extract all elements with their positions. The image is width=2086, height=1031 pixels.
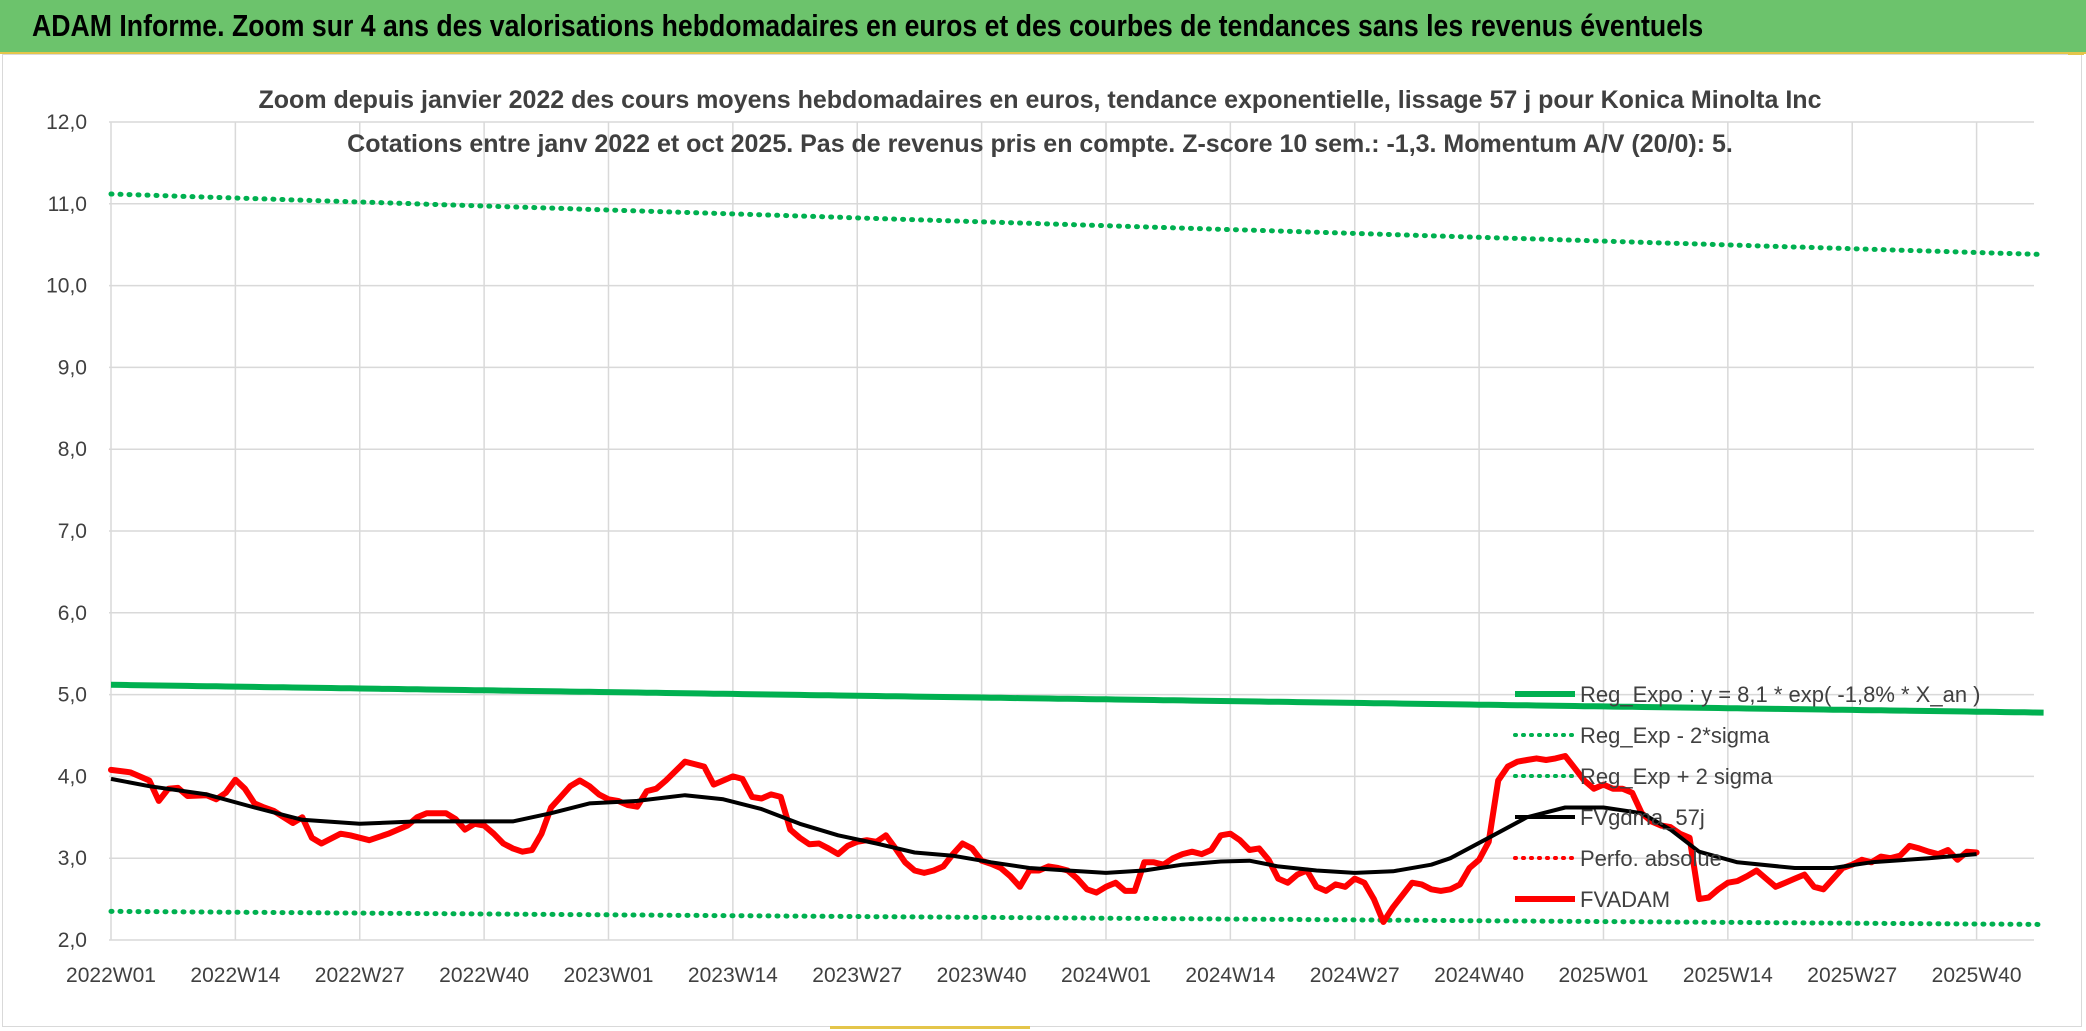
legend-label-gdma: FVgdma_57j	[1580, 805, 1705, 830]
x-tick-label: 2024W27	[1310, 964, 1400, 987]
legend-label-fvadam: FVADAM	[1580, 887, 1670, 912]
x-tick-label: 2022W14	[190, 964, 280, 987]
chart-frame	[2, 54, 2082, 1027]
x-tick-label: 2023W40	[937, 964, 1027, 987]
y-tick-label: 10,0	[46, 275, 87, 298]
report-title: ADAM Informe. Zoom sur 4 ans des valoris…	[32, 8, 1704, 43]
y-tick-label: 11,0	[48, 193, 87, 216]
x-tick-label: 2024W14	[1185, 964, 1275, 987]
x-tick-label: 2023W27	[812, 964, 902, 987]
x-tick-label: 2025W01	[1559, 964, 1649, 987]
report-banner: ADAM Informe. Zoom sur 4 ans des valoris…	[0, 0, 2086, 54]
legend-label-plus2: Reg_Exp + 2 sigma	[1580, 764, 1773, 789]
x-tick-label: 2022W27	[315, 964, 405, 987]
x-axis-ticks: 2022W01 2022W14 2022W27 2022W40 2023W01 2023W…	[66, 964, 2022, 987]
x-tick-label: 2024W01	[1061, 964, 1151, 987]
frame-corner-mark	[2068, 52, 2084, 55]
x-tick-label: 2022W01	[66, 964, 156, 987]
y-tick-label: 8,0	[58, 438, 87, 461]
y-tick-label: 3,0	[58, 847, 87, 870]
y-axis-ticks: 2,0 3,0 4,0 5,0 6,0 7,0 8,0 9,0 10,0 11,0 12,0	[46, 111, 87, 952]
y-tick-label: 6,0	[58, 602, 87, 625]
legend-label-minus2: Reg_Exp - 2*sigma	[1580, 723, 1770, 748]
y-tick-label: 9,0	[58, 356, 87, 379]
x-tick-label: 2023W01	[564, 964, 654, 987]
series-reg-exp-minus-2-sigma	[108, 908, 2047, 927]
grid-lines	[109, 121, 2034, 941]
x-tick-label: 2024W40	[1434, 964, 1524, 987]
series-fvgdma-57j	[110, 776, 1977, 875]
series-reg-exp-plus-2-sigma	[108, 191, 2047, 257]
x-tick-label: 2025W14	[1683, 964, 1773, 987]
chart-title-line-2: Cotations entre janv 2022 et oct 2025. P…	[347, 130, 1733, 158]
frame-bottom-mark	[830, 1026, 1030, 1029]
y-tick-label: 2,0	[58, 929, 87, 952]
y-tick-label: 7,0	[58, 520, 87, 543]
x-tick-label: 2023W14	[688, 964, 778, 987]
series-reg-expo	[110, 681, 2044, 716]
x-tick-label: 2022W40	[439, 964, 529, 987]
chart-series	[108, 191, 2047, 927]
series-fvadam	[108, 753, 1980, 925]
y-tick-label: 12,0	[46, 111, 87, 134]
y-tick-label: 4,0	[58, 765, 87, 788]
x-tick-label: 2025W40	[1932, 964, 2022, 987]
x-tick-label: 2025W27	[1807, 964, 1897, 987]
legend-label-perfo: Perfo. absolue	[1580, 846, 1722, 871]
legend-label-regexpo: Reg_Expo : y = 8,1 * exp( -1,8% * X_an )	[1580, 682, 1981, 707]
chart-title-line-1: Zoom depuis janvier 2022 des cours moyen…	[259, 86, 1822, 114]
y-tick-label: 5,0	[58, 684, 87, 707]
chart-legend: Reg_Expo : y = 8,1 * exp( -1,8% * X_an )…	[1513, 682, 1981, 912]
